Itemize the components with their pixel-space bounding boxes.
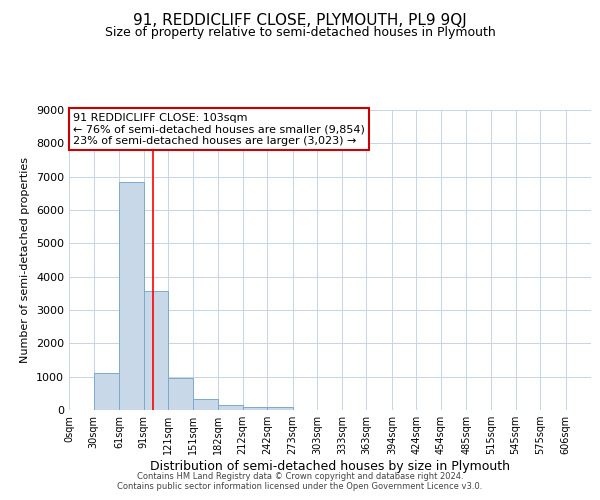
Bar [193,398,218,410]
Bar [268,408,293,410]
Bar [143,292,168,410]
Text: Size of property relative to semi-detached houses in Plymouth: Size of property relative to semi-detach… [104,26,496,39]
Text: Contains public sector information licensed under the Open Government Licence v3: Contains public sector information licen… [118,482,482,491]
X-axis label: Distribution of semi-detached houses by size in Plymouth: Distribution of semi-detached houses by … [150,460,510,473]
Bar [119,182,143,410]
Bar [218,405,243,410]
Y-axis label: Number of semi-detached properties: Number of semi-detached properties [20,157,31,363]
Text: Contains HM Land Registry data © Crown copyright and database right 2024.: Contains HM Land Registry data © Crown c… [137,472,463,481]
Bar [168,378,193,410]
Text: 91, REDDICLIFF CLOSE, PLYMOUTH, PL9 9QJ: 91, REDDICLIFF CLOSE, PLYMOUTH, PL9 9QJ [133,12,467,28]
Text: 91 REDDICLIFF CLOSE: 103sqm
← 76% of semi-detached houses are smaller (9,854)
23: 91 REDDICLIFF CLOSE: 103sqm ← 76% of sem… [73,113,365,146]
Bar [94,372,119,410]
Bar [243,407,268,410]
